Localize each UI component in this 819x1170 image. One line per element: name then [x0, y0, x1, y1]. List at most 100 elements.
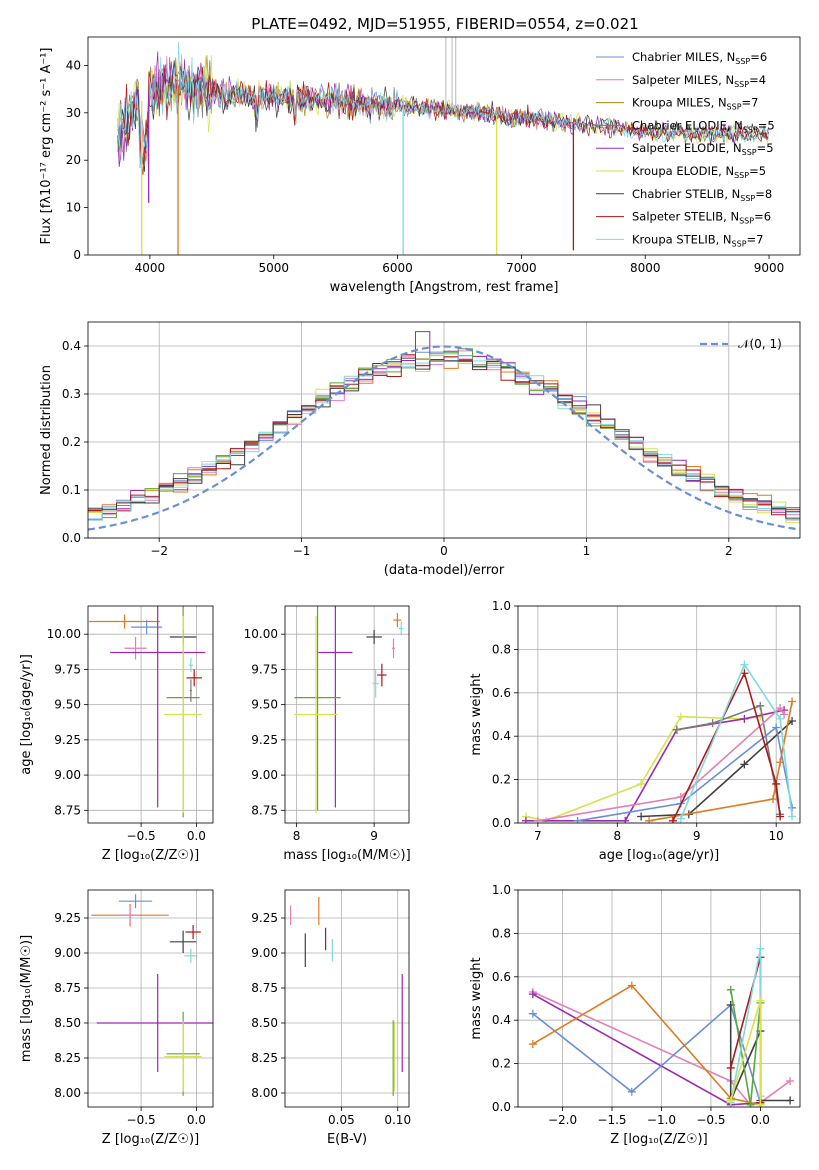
y-tick-label: 1.0: [492, 599, 511, 613]
errorbar-point: [131, 620, 163, 635]
y-tick-label: 8.75: [251, 803, 278, 817]
y-tick-label: 20: [66, 153, 81, 167]
panel-massweight_vs_Z: −2.0 −1.5 −1.0 −0.5 0.0 0.0 0.2 0.4 0.6 0.8 1.0 Z […: [469, 883, 801, 1147]
massweight-marker: [776, 714, 785, 723]
y-axis-label: age [log₁₀(age/yr)]: [19, 654, 34, 775]
y-tick-label: 8.25: [251, 1051, 278, 1065]
errorbar-point: [164, 1021, 202, 1092]
x-tick-label: −2.0: [548, 1113, 577, 1127]
y-tick-label: 9.75: [54, 662, 81, 676]
x-tick-label: 9000: [754, 261, 785, 275]
plot-area: [91, 894, 213, 1096]
x-tick-label: 1: [583, 544, 591, 558]
errorbar-point: [398, 621, 404, 636]
y-tick-label: 9.00: [54, 768, 81, 782]
panel-age_vs_Z: −0.5 0.0 8.75 9.00 9.25 9.50 9.75 10.00 Z [log₁₀…: [19, 605, 214, 863]
massweight-marker: [788, 812, 797, 821]
x-tick-label: 6000: [382, 261, 413, 275]
x-tick-label: 7: [534, 829, 542, 843]
massweight-marker: [772, 723, 781, 732]
y-tick-label: 0.4: [492, 729, 511, 743]
massweight-marker: [786, 1076, 795, 1085]
plot-area: [294, 606, 404, 814]
legend-label: Chabrier STELIB, NSSP=8: [632, 187, 772, 203]
y-tick-label: 8.75: [251, 981, 278, 995]
y-tick-label: 0.2: [492, 1057, 511, 1071]
errorbar-point: [366, 629, 382, 645]
x-tick-label: 8000: [630, 261, 661, 275]
x-tick-label: −1: [293, 544, 311, 558]
errorbar-point: [377, 663, 387, 687]
massweight-marker: [645, 816, 654, 823]
y-tick-label: 0.6: [492, 686, 511, 700]
legend-label: Salpeter MILES, NSSP=4: [632, 73, 766, 89]
panel-mass_vs_EBV: 0.05 0.10 8.00 8.25 8.50 8.75 9.00 9.25 E(B-V): [251, 889, 411, 1147]
plot-area: [528, 944, 795, 1107]
axes-frame: [517, 605, 801, 824]
panel-age_vs_mass: 8 9 8.75 9.00 9.25 9.50 9.75 10.00 mass [log₁₀(M…: [244, 605, 411, 863]
y-tick-label: 8.50: [54, 1016, 81, 1030]
axes-frame: [284, 889, 410, 1108]
y-tick-label: 0.3: [62, 387, 81, 401]
y-tick-label: 10: [66, 201, 81, 215]
axes-frame: [284, 605, 410, 824]
massweight-marker: [780, 710, 789, 719]
y-tick-label: 0.2: [492, 773, 511, 787]
massweight-marker: [726, 985, 735, 994]
errorbar-point: [391, 638, 396, 659]
y-tick-label: 8.00: [251, 1086, 278, 1100]
massweight-marker: [637, 812, 646, 821]
y-tick-label: 1.0: [492, 883, 511, 897]
x-tick-label: 4000: [135, 261, 166, 275]
x-tick-label: −2: [150, 544, 168, 558]
massweight-marker: [788, 697, 797, 706]
massweight-marker: [788, 717, 797, 726]
histogram-chabrier_stelib: [88, 357, 800, 519]
y-tick-label: 8.75: [54, 803, 81, 817]
legend-label: Chabrier MILES, NSSP=6: [632, 50, 767, 66]
y-tick-label: 0: [73, 248, 81, 262]
y-axis-label: Normed distribution: [39, 365, 54, 495]
y-tick-label: 9.25: [54, 911, 81, 925]
legend-label: 𝒩(0, 1): [738, 337, 782, 351]
y-tick-label: 9.25: [54, 733, 81, 747]
axes-frame: [517, 889, 801, 1108]
errorbar-point: [89, 614, 160, 629]
massweight-line-kroupa_stelib: [680, 662, 793, 820]
massweight-marker: [740, 669, 749, 678]
x-tick-label: 7000: [506, 261, 537, 275]
y-tick-label: 10.00: [244, 627, 278, 641]
y-tick-label: 0.8: [492, 926, 511, 940]
y-tick-label: 0.0: [492, 816, 511, 830]
y-tick-label: 10.00: [47, 627, 81, 641]
x-tick-label: 0.10: [384, 1113, 411, 1127]
axes-frame: [87, 321, 801, 539]
massweight-line-orange: [648, 701, 793, 822]
massweight-marker: [676, 814, 685, 823]
legend-label: Kroupa STELIB, NSSP=7: [632, 232, 763, 248]
x-tick-label: −1.5: [597, 1113, 626, 1127]
massweight-marker: [533, 816, 542, 823]
massweight-marker: [573, 816, 582, 823]
x-tick-label: 0: [440, 544, 448, 558]
x-axis-label: Z [log₁₀(Z/Z☉)]: [102, 1132, 199, 1147]
massweight-marker: [756, 701, 765, 710]
x-axis-label: age [log₁₀(age/yr)]: [599, 848, 720, 863]
panels: 4000 5000 6000 7000 8000 9000010203040wavelen…: [19, 36, 801, 1147]
errorbar-point: [186, 669, 202, 687]
spectrum-line-kroupa_stelib: [117, 41, 769, 167]
y-axis-label: mass weight: [469, 957, 484, 1039]
massweight-marker: [672, 725, 681, 734]
plot-area: [117, 37, 769, 255]
y-tick-label: 9.75: [251, 662, 278, 676]
y-tick-label: 8.00: [54, 1086, 81, 1100]
y-axis-label: mass weight: [469, 673, 484, 755]
plot-area: [89, 606, 206, 818]
massweight-marker: [776, 812, 785, 821]
massweight-marker: [637, 779, 646, 788]
massweight-line-chabrier_miles: [532, 1003, 762, 1103]
massweight-marker: [746, 1100, 755, 1107]
massweight-marker: [708, 719, 717, 728]
errorbar-point: [110, 606, 206, 808]
errorbar-point: [184, 948, 198, 963]
